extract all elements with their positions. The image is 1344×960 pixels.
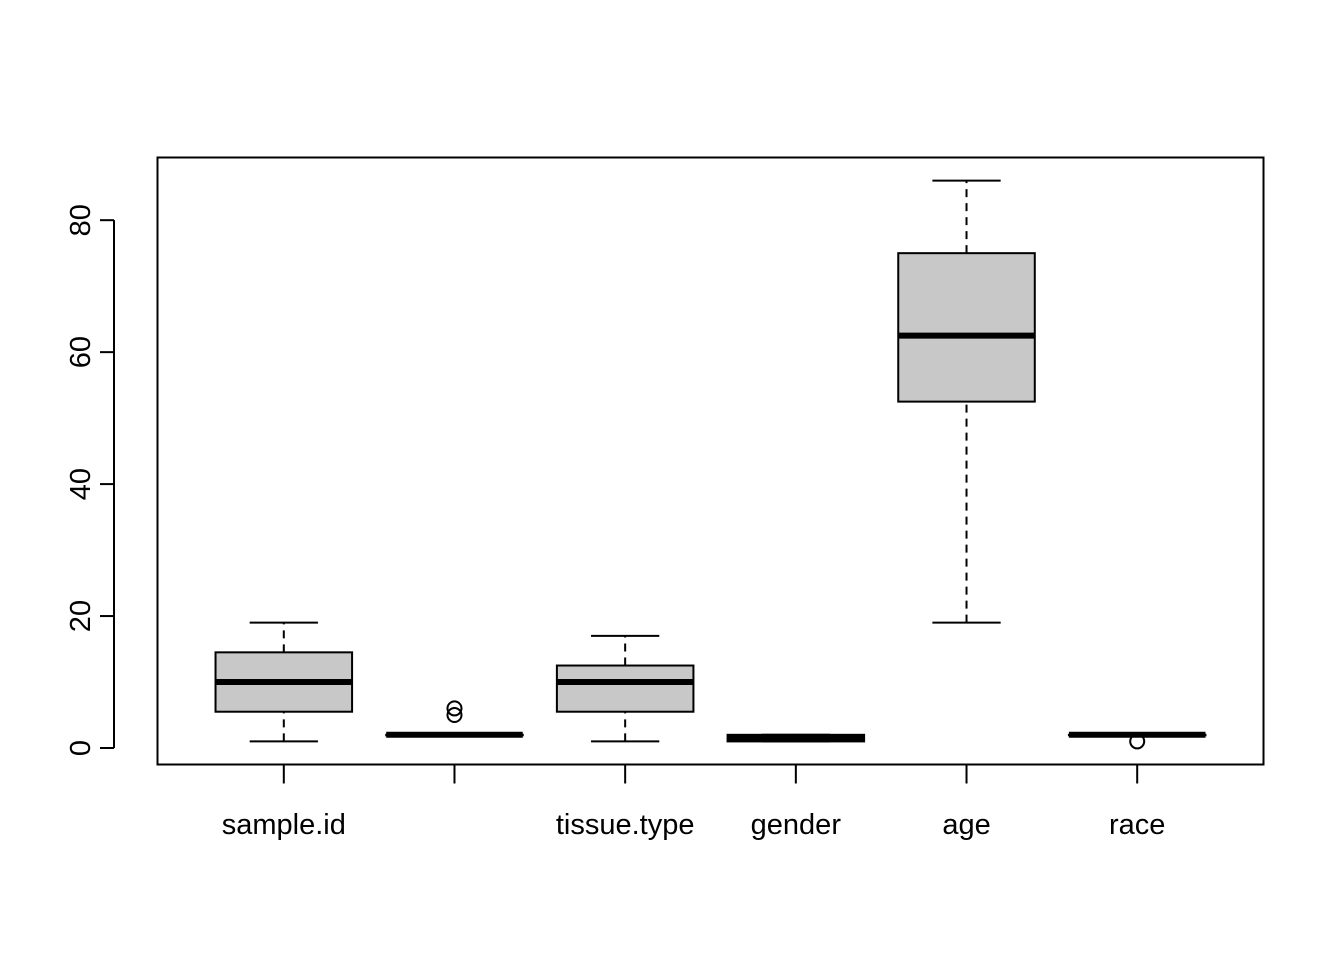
y-tick-label: 80 (65, 204, 97, 236)
box (897, 252, 1036, 403)
box-group (214, 621, 354, 743)
x-tick-label: gender (751, 809, 842, 841)
x-tick-label: race (1109, 809, 1165, 841)
x-tick-label: age (942, 809, 990, 841)
box-group (555, 634, 695, 743)
outlier-point (1129, 733, 1146, 750)
x-axis: sample.id tissue.type gender age race (222, 764, 1165, 841)
y-tick-label: 0 (65, 740, 97, 756)
box-group (385, 700, 524, 738)
x-tick-label: sample.id (222, 809, 346, 841)
box-group (897, 179, 1036, 624)
boxes (214, 179, 1207, 750)
box-group (726, 733, 866, 743)
outlier-point (446, 707, 463, 724)
y-tick-label: 40 (65, 468, 97, 500)
y-tick-label: 60 (65, 336, 97, 368)
box (555, 664, 695, 713)
y-axis: 0 20 40 60 80 (65, 204, 115, 756)
x-tick-label: tissue.type (556, 809, 695, 841)
y-tick-label: 20 (65, 600, 97, 632)
outlier-point (446, 700, 463, 717)
box-group (1067, 731, 1207, 750)
plot-frame (156, 156, 1265, 766)
